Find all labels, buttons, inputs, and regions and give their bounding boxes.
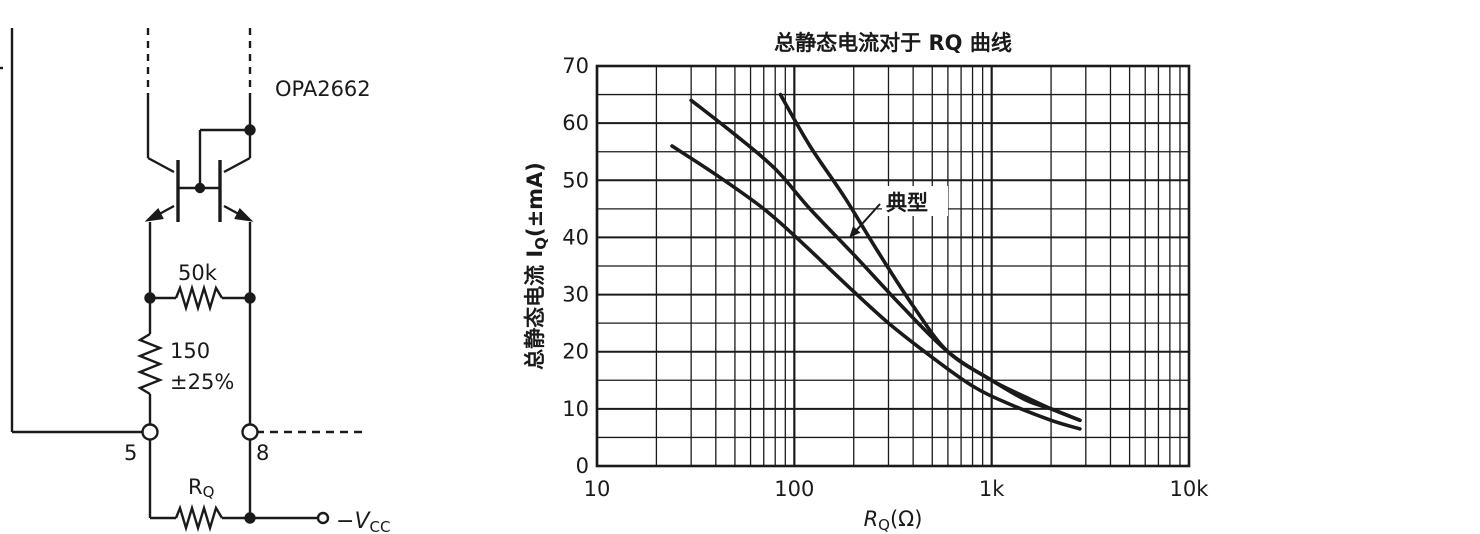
resistor-rq (174, 503, 224, 533)
y-tick-label: 70 (562, 54, 589, 78)
y-tick-label: 40 (562, 225, 589, 249)
annotation-arrow (849, 225, 861, 238)
x-axis-label: RQ(Ω) (864, 507, 923, 534)
annotation-background (882, 186, 948, 216)
resistor-150-label: 150 (170, 339, 210, 363)
chart-series-group (670, 92, 1082, 431)
chip-label: OPA2662 (275, 77, 371, 101)
chart-title: 总静态电流对于 RQ 曲线 (774, 31, 1012, 55)
resistor-50k (174, 283, 224, 313)
resistor-150-tolerance: ±25% (170, 370, 234, 394)
pin-8-terminal (241, 423, 259, 441)
x-tick-label: 100 (774, 477, 814, 501)
y-tick-label: 20 (562, 340, 589, 364)
resistor-rq-label: RQ (188, 475, 214, 501)
series-line-1 (778, 92, 1082, 423)
rq-junction-dot (244, 512, 256, 524)
supply-label: −VCC (336, 509, 390, 534)
y-tick-label: 30 (562, 283, 589, 307)
resistor-150 (136, 332, 164, 396)
vcc-terminal (316, 511, 330, 525)
right-emitter-arrow (234, 207, 254, 222)
series-line-3 (670, 144, 1082, 431)
left-emitter-arrow (144, 207, 164, 222)
x-tick-label: 10 (584, 477, 611, 501)
base-junction-dot (194, 182, 206, 194)
circuit-diagram (0, 28, 362, 533)
left-collector-lead (147, 156, 175, 174)
y-tick-label: 60 (562, 111, 589, 135)
r50k-dot-left (144, 292, 156, 304)
x-tick-label: 10k (1170, 477, 1210, 501)
y-tick-label: 10 (562, 397, 589, 421)
x-tick-label: 1k (979, 477, 1005, 501)
plot-frame (595, 64, 1191, 468)
y-axis-label: 总静态电流 IQ(±mA) (523, 162, 550, 370)
pin-8-label: 8 (256, 441, 269, 465)
resistor-50k-label: 50k (178, 261, 218, 285)
y-tick-label: 50 (562, 168, 589, 192)
annotation-typical: 典型 (886, 191, 928, 215)
right-collector-lead (223, 156, 251, 174)
chart-grid (595, 66, 1189, 466)
r50k-dot-right (244, 292, 256, 304)
pin-5-label: 5 (124, 441, 137, 465)
collector-junction-dot (244, 124, 256, 136)
series-line-2 (689, 98, 1082, 423)
annotation-leader (854, 203, 881, 233)
pin-5-terminal (141, 423, 159, 441)
y-tick-label: 0 (576, 454, 589, 478)
